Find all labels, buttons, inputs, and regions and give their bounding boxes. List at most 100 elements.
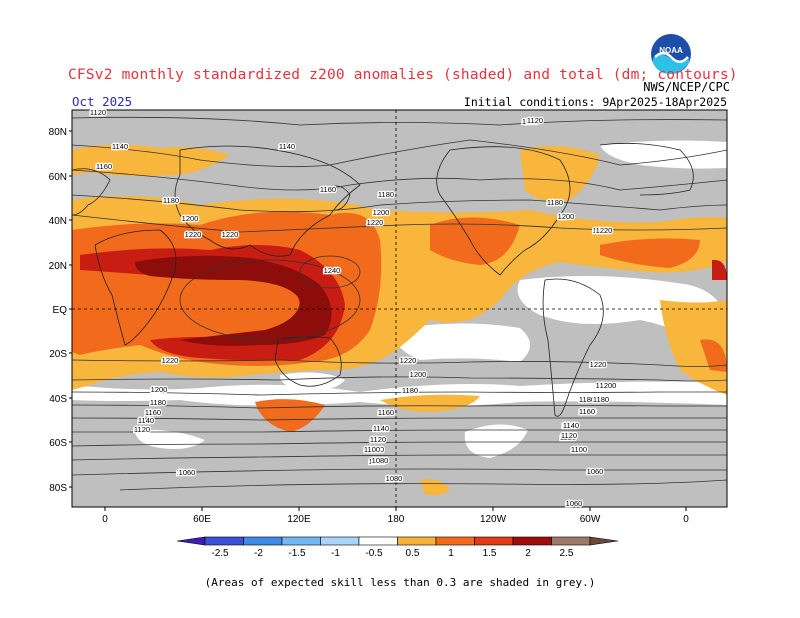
- contour-label: 1220: [185, 230, 202, 239]
- colorbar-swatch: [243, 536, 283, 546]
- colorbar-label: -1.5: [288, 548, 306, 559]
- lon-label: 120W: [480, 514, 507, 525]
- contour-label: 1120: [370, 435, 386, 444]
- contour-label: 1200: [182, 214, 199, 223]
- contour-label: 1060: [587, 467, 604, 476]
- contour-label: 1200: [373, 208, 390, 217]
- longitude-ticks: [104, 507, 687, 511]
- height-contours: [72, 116, 727, 491]
- anomaly-0-5-to-1: [420, 479, 450, 496]
- anomaly-0-5-to-1: [380, 394, 480, 412]
- contour-label: 1140: [373, 424, 389, 433]
- lon-label: 0: [683, 514, 689, 525]
- contour-label: 1120: [90, 108, 106, 117]
- anomaly-0-5-to-1: [660, 300, 727, 395]
- contour-label: 1180: [547, 198, 563, 207]
- contour-label: 1180: [150, 398, 166, 407]
- colorbar-swatch: [358, 536, 398, 546]
- initial-conditions: Initial conditions: 9Apr2025-18Apr2025: [463, 95, 727, 109]
- contour-label: 1220: [400, 356, 417, 365]
- lat-label: 20N: [49, 261, 67, 272]
- neutral-area: [280, 372, 345, 391]
- contour-label: 1160: [579, 407, 595, 416]
- contour-label: 1180: [593, 395, 609, 404]
- contour-label: 1060: [177, 468, 194, 477]
- contour-label: 1220: [590, 360, 607, 369]
- forecast-month: Oct 2025: [72, 94, 133, 109]
- contour-label: 1120: [134, 425, 150, 434]
- contour-label: 1120: [560, 433, 576, 442]
- contour-label: 1200: [600, 381, 617, 390]
- colorbar-label: -0.5: [365, 548, 383, 559]
- contour-label: 1180: [579, 395, 595, 404]
- colorbar-swatch: [551, 536, 591, 546]
- lat-label: EQ: [53, 305, 68, 316]
- contour-label: 1120: [522, 117, 538, 126]
- latitude-axis: 80N 60N 40N 20N EQ 20S 40S 60S 80S: [49, 127, 68, 494]
- neutral-area: [390, 323, 530, 362]
- contour-label: 1160: [145, 408, 161, 417]
- anomaly-1-to-1-5: [430, 217, 520, 265]
- contour-label: 1220: [367, 218, 384, 227]
- contour-label: 1140: [138, 416, 154, 425]
- contour-label: 1160: [378, 408, 394, 417]
- contour-label: 1240: [324, 266, 341, 275]
- contour-label: 1120: [561, 431, 577, 440]
- anomaly-0-5-to-1: [520, 146, 600, 202]
- contour-label: 1100: [571, 445, 587, 454]
- contour-label: 1160: [320, 185, 336, 194]
- colorbar-swatch: [474, 536, 514, 546]
- colorbar-label: -2.5: [211, 548, 229, 559]
- colorbar-label: 2.5: [560, 548, 574, 559]
- anomaly-1-to-1-5: [600, 238, 700, 268]
- contour-label: 1080: [372, 456, 389, 465]
- colorbar-swatch: [320, 536, 360, 546]
- anomaly-1-to-1-5: [700, 339, 727, 372]
- contour-label: 1100: [368, 445, 384, 454]
- contour-label: 1200: [596, 381, 613, 390]
- contour-label: 1060: [179, 468, 196, 477]
- lon-label: 60E: [193, 514, 211, 525]
- colorbar-swatch: [204, 536, 244, 546]
- lat-label: 40N: [49, 216, 67, 227]
- lat-label: 60S: [49, 438, 67, 449]
- contour-label: 1220: [593, 226, 610, 235]
- skill-footnote: (Areas of expected skill less than 0.3 a…: [204, 576, 596, 589]
- contour-label: 1100: [364, 445, 380, 454]
- contour-label: 1220: [222, 230, 239, 239]
- contour-label: 1080: [369, 457, 386, 466]
- contour-label: 1060: [566, 499, 583, 508]
- lat-label: 80N: [49, 127, 67, 138]
- lat-label: 20S: [49, 349, 67, 360]
- coastlines: [72, 142, 694, 417]
- longitude-axis: 0 60E 120E 180 120W 60W 0: [102, 514, 689, 525]
- anomaly-0-5-to-1: [72, 144, 230, 176]
- contour-label: 1220: [162, 356, 179, 365]
- colorbar-arrow-low: [176, 536, 206, 546]
- contour-label: 1180: [163, 196, 179, 205]
- contour-label: 1140: [562, 421, 578, 430]
- contour-label: 1160: [96, 162, 112, 171]
- contour-label: 1140: [112, 142, 128, 151]
- lat-label: 60N: [49, 172, 67, 183]
- colorbar-label: 1: [448, 548, 454, 559]
- colorbar-label: -2: [254, 548, 263, 559]
- contour-labels: 1120114011601180120012201240112011401180…: [89, 107, 618, 510]
- contour-label: 1120: [527, 116, 543, 125]
- contour-label: 1080: [386, 474, 403, 483]
- agency-label: NWS/NCEP/CPC: [643, 80, 730, 94]
- colorbar-arrow-high: [589, 536, 619, 546]
- lon-label: 180: [388, 514, 405, 525]
- colorbar-swatch: [512, 536, 552, 546]
- contour-label: 1200: [410, 370, 427, 379]
- lon-label: 0: [102, 514, 108, 525]
- colorbar-label: 1.5: [483, 548, 497, 559]
- contour-label: 1200: [151, 385, 168, 394]
- colorbar-swatch: [397, 536, 437, 546]
- contour-label: 1220: [596, 226, 613, 235]
- neutral-area: [517, 276, 727, 360]
- anomaly-1-5-to-2: [712, 259, 727, 280]
- contour-label: 1140: [279, 142, 295, 151]
- lon-label: 60W: [580, 514, 601, 525]
